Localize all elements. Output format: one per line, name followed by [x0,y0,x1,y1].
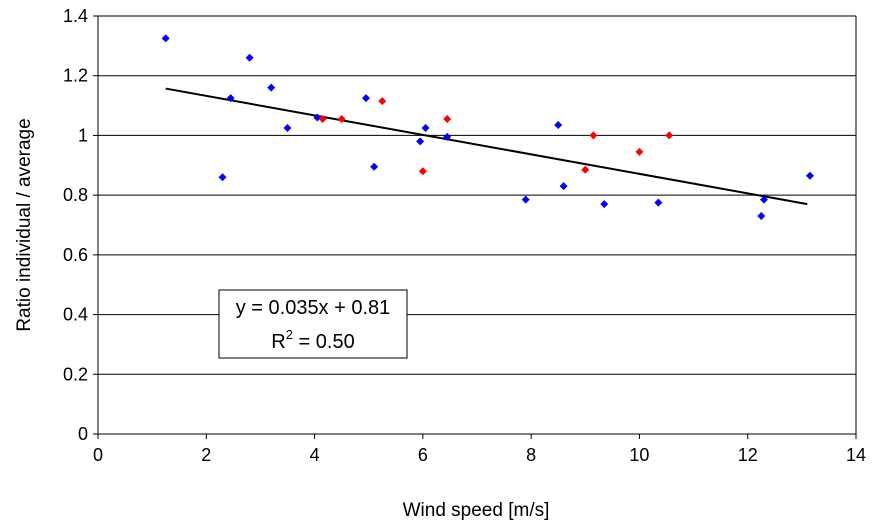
y-tick-label: 0.4 [63,305,88,325]
data-point [559,182,568,191]
data-point [378,97,387,106]
data-point [443,132,452,141]
axes [93,15,857,439]
data-point [267,83,276,92]
data-point [554,120,563,129]
y-tick-label: 0.2 [63,364,88,384]
y-tick-label: 0.8 [63,185,88,205]
data-point [337,115,346,124]
data-point [416,137,425,146]
data-point [362,94,371,103]
y-tick-label: 1 [78,125,88,145]
x-tick-label: 0 [93,445,103,465]
y-axis-title: Ratio individual / average [14,118,35,331]
x-tick-label: 8 [526,445,536,465]
gridlines [98,15,856,375]
data-point [421,123,430,132]
data-point [665,131,674,140]
data-point [654,198,663,207]
equation-text: y = 0.035x + 0.81 [236,297,391,319]
x-axis-title: Wind speed [m/s] [403,500,550,521]
data-point [805,171,814,180]
data-point [226,94,235,103]
y-tick-label: 1.2 [63,66,88,86]
data-point [283,123,292,132]
data-point [161,34,170,43]
trendline-group [165,87,808,206]
x-tick-label: 6 [418,445,428,465]
data-point [757,212,766,221]
x-tick-label: 12 [738,445,758,465]
y-tick-labels: 0 0.2 0.4 0.6 0.8 1 1.2 1.4 [63,6,88,444]
equation-box: y = 0.035x + 0.81 R2 = 0.50 [218,289,408,359]
x-tick-label: 10 [629,445,649,465]
y-tick-label: 1.4 [63,6,88,26]
data-point [370,162,379,171]
data-point [759,195,768,204]
data-point [600,200,609,209]
data-points [161,34,814,221]
r-squared-text: R2 = 0.50 [271,327,354,353]
data-point [589,131,598,140]
data-point [581,165,590,174]
data-point [418,167,427,176]
data-point [318,115,327,124]
trendline [165,87,808,206]
data-point [245,53,254,62]
equation-box-frame [218,289,408,359]
x-tick-label: 2 [201,445,211,465]
x-tick-label: 4 [310,445,320,465]
y-tick-label: 0.6 [63,245,88,265]
data-point [218,173,227,182]
y-tick-label: 0 [78,424,88,444]
data-point [635,147,644,156]
data-point [443,115,452,124]
x-tick-label: 14 [846,445,866,465]
data-point [521,195,530,204]
x-tick-labels: 0 2 4 6 8 10 12 14 [93,445,866,465]
